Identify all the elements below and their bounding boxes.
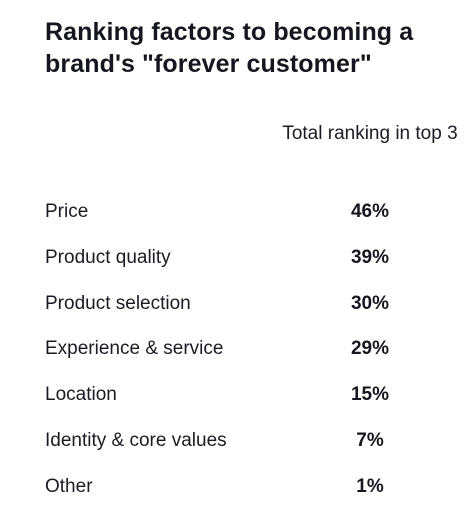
row-value: 39% — [350, 246, 390, 268]
row-label: Price — [45, 201, 89, 222]
table-row: Experience & service 29% — [0, 334, 474, 364]
row-label: Other — [45, 475, 93, 497]
row-label: Identity & core values — [45, 430, 227, 451]
chart-title: Ranking factors to becoming a brand's "f… — [45, 18, 414, 78]
row-label: Product quality — [45, 246, 171, 268]
table-row: Product selection 30% — [0, 289, 474, 319]
row-label: Location — [45, 384, 117, 406]
row-label: Product selection — [45, 292, 191, 314]
row-value: 46% — [350, 201, 390, 222]
row-value: 7% — [356, 430, 384, 451]
row-value: 29% — [350, 338, 390, 360]
table-row: Other 1% — [0, 472, 474, 502]
row-value: 30% — [350, 292, 390, 314]
row-value: 15% — [350, 384, 390, 406]
row-value: 1% — [356, 475, 384, 497]
table-row: Price 46% — [0, 197, 474, 227]
table-row: Product quality 39% — [0, 243, 474, 273]
table-row: Identity & core values 7% — [0, 426, 474, 456]
column-header: Total ranking in top 3 — [282, 123, 458, 144]
row-label: Experience & service — [45, 338, 224, 360]
table-row: Location 15% — [0, 380, 474, 410]
